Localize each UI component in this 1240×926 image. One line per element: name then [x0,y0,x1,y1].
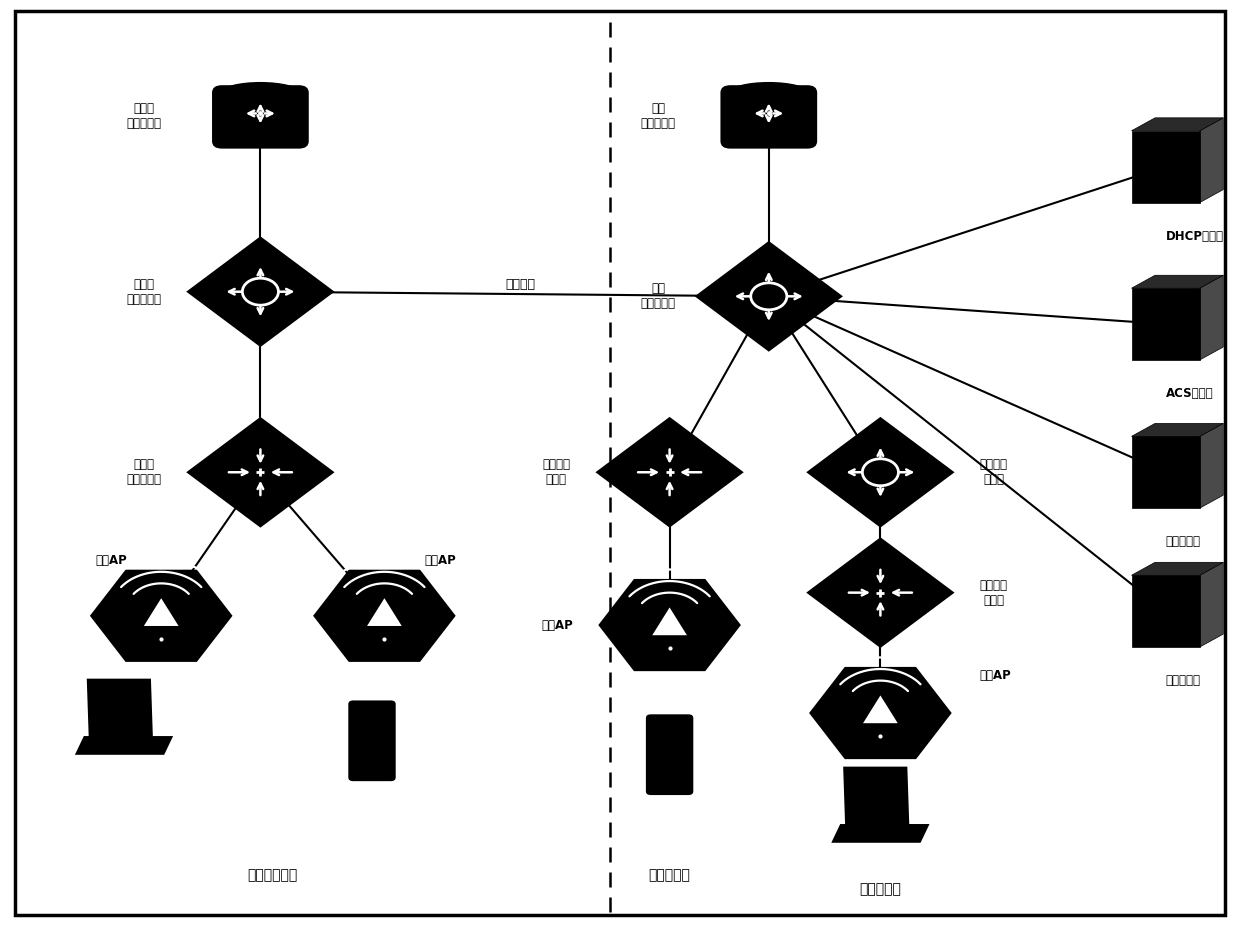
Circle shape [242,278,279,306]
Text: 无线控制器: 无线控制器 [1166,674,1200,687]
Text: 三层互联: 三层互联 [506,278,536,291]
Polygon shape [186,236,335,347]
Text: DHCP服务器: DHCP服务器 [1166,230,1224,243]
Text: 白广AP: 白广AP [95,554,128,567]
FancyBboxPatch shape [348,700,396,782]
Text: 白广路
核心交换机: 白广路 核心交换机 [126,278,161,306]
Polygon shape [1131,288,1199,360]
Polygon shape [1131,562,1223,575]
Polygon shape [806,537,955,648]
Text: 银座楼层
交换机: 银座楼层 交换机 [980,579,1008,607]
Polygon shape [1131,131,1199,203]
Text: 西单楼层
交换机: 西单楼层 交换机 [542,458,570,486]
Polygon shape [74,736,174,755]
Polygon shape [312,569,456,662]
Polygon shape [87,679,153,737]
Polygon shape [595,417,744,528]
Polygon shape [1199,423,1223,508]
Polygon shape [186,417,335,528]
Text: 西单
核心交换机: 西单 核心交换机 [641,282,676,310]
Circle shape [862,458,899,486]
Text: 银座办公区: 银座办公区 [859,882,901,896]
Polygon shape [1131,436,1199,508]
Ellipse shape [730,82,807,101]
Polygon shape [863,695,898,723]
Polygon shape [1199,118,1223,203]
Polygon shape [1199,275,1223,360]
Polygon shape [91,569,233,662]
FancyBboxPatch shape [646,714,693,795]
Polygon shape [1199,562,1223,647]
Polygon shape [831,824,930,843]
FancyBboxPatch shape [720,85,817,148]
Polygon shape [1131,275,1223,288]
Polygon shape [367,598,402,626]
Text: 西单
出口路由器: 西单 出口路由器 [641,102,676,130]
Polygon shape [1131,423,1223,436]
Polygon shape [806,417,955,528]
Polygon shape [599,579,742,671]
Circle shape [750,282,787,310]
Text: 白广路
出口路由器: 白广路 出口路由器 [126,102,161,130]
Polygon shape [694,241,843,352]
Text: 银座核心
交换机: 银座核心 交换机 [980,458,1008,486]
Polygon shape [652,607,687,635]
Text: ACS服务器: ACS服务器 [1166,387,1213,400]
Ellipse shape [222,82,299,101]
Polygon shape [808,667,952,759]
Text: 银座AP: 银座AP [980,669,1012,682]
Text: 白广路
楼层交换机: 白广路 楼层交换机 [126,458,161,486]
Polygon shape [843,767,909,825]
Polygon shape [1131,575,1199,647]
Text: 无线控制器: 无线控制器 [1166,535,1200,548]
Polygon shape [144,598,179,626]
Text: 白广路办公区: 白广路办公区 [248,868,298,882]
FancyBboxPatch shape [212,85,309,148]
Text: 西单AP: 西单AP [541,619,573,632]
Text: 白广AP: 白广AP [424,554,456,567]
Text: 西单办公区: 西单办公区 [649,868,691,882]
Polygon shape [1131,118,1223,131]
